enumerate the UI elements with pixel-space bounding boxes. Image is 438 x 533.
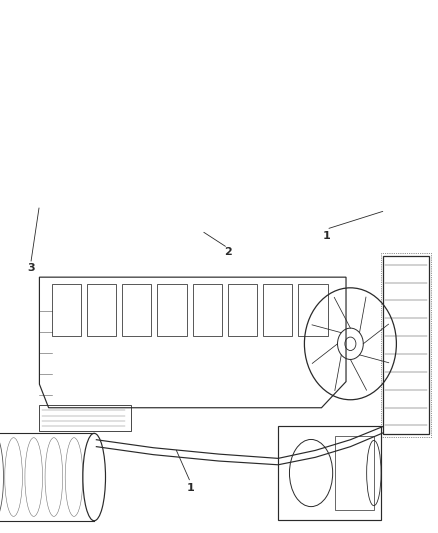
Text: 1: 1 <box>322 231 330 240</box>
Bar <box>87 284 116 336</box>
Text: 2: 2 <box>224 247 232 257</box>
Bar <box>39 405 131 431</box>
Text: 3: 3 <box>27 263 35 273</box>
Bar <box>122 284 152 336</box>
Bar <box>193 284 222 336</box>
Bar <box>383 256 429 434</box>
Bar <box>263 284 293 336</box>
Bar <box>381 253 431 437</box>
Bar <box>157 284 187 336</box>
Bar <box>228 284 257 336</box>
Text: 1: 1 <box>187 483 194 492</box>
Bar <box>335 436 374 511</box>
Bar <box>299 284 328 336</box>
Bar <box>52 284 81 336</box>
Bar <box>278 426 381 520</box>
